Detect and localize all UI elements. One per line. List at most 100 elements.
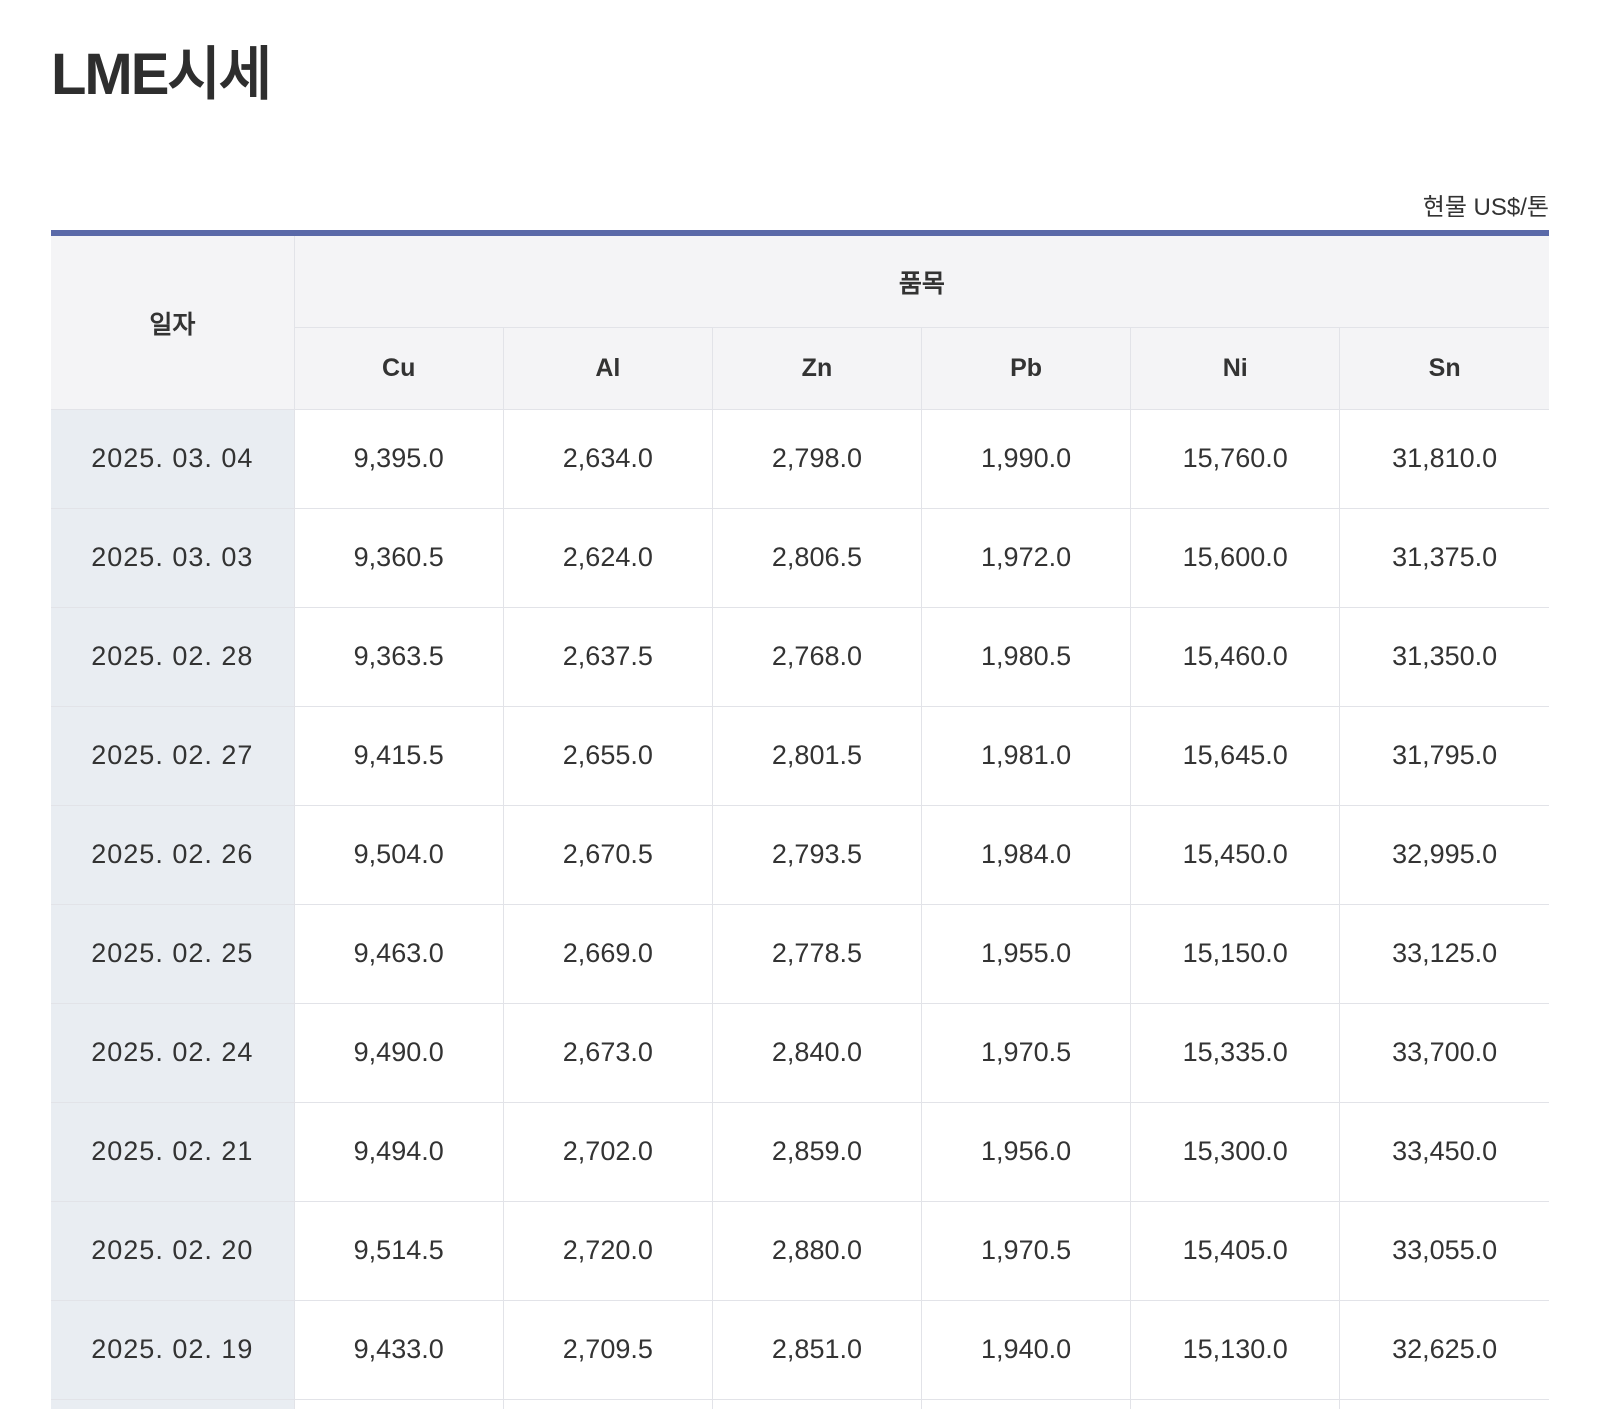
price-cell <box>711 1398 923 1409</box>
price-cell <box>921 1398 1132 1409</box>
table-row: 2025. 02. 19 9,433.0 2,709.5 2,851.0 1,9… <box>51 1299 1549 1400</box>
price-cell: 1,956.0 <box>921 1101 1132 1202</box>
date-column-header: 일자 <box>51 232 295 410</box>
date-cell: 2025. 02. 27 <box>51 705 295 806</box>
price-cell: 2,634.0 <box>502 408 713 509</box>
unit-label: 현물 US$/톤 <box>1422 193 1549 221</box>
price-cell: 1,981.0 <box>921 705 1132 806</box>
price-cell: 33,700.0 <box>1339 1002 1549 1103</box>
price-cell: 1,970.5 <box>921 1200 1132 1301</box>
price-cell: 2,798.0 <box>711 408 923 509</box>
date-cell: 2025. 03. 04 <box>51 408 295 509</box>
price-cell: 1,955.0 <box>921 903 1132 1004</box>
date-cell: 2025. 02. 19 <box>51 1299 295 1400</box>
price-cell: 9,363.5 <box>293 606 504 707</box>
price-cell: 1,972.0 <box>921 507 1132 608</box>
table-row: 2025. 02. 21 9,494.0 2,702.0 2,859.0 1,9… <box>51 1101 1549 1202</box>
date-cell: 2025. 03. 03 <box>51 507 295 608</box>
price-cell: 2,880.0 <box>711 1200 923 1301</box>
price-cell: 1,980.5 <box>921 606 1132 707</box>
price-cell: 2,655.0 <box>502 705 713 806</box>
table-row: 2025. 02. 28 9,363.5 2,637.5 2,768.0 1,9… <box>51 606 1549 707</box>
price-cell: 2,840.0 <box>711 1002 923 1103</box>
price-cell: 2,673.0 <box>502 1002 713 1103</box>
price-cell: 9,395.0 <box>293 408 504 509</box>
price-cell: 2,670.5 <box>502 804 713 905</box>
table-row: 2025. 02. 20 9,514.5 2,720.0 2,880.0 1,9… <box>51 1200 1549 1301</box>
price-cell: 2,637.5 <box>502 606 713 707</box>
price-cell: 9,433.0 <box>293 1299 504 1400</box>
price-cell: 2,624.0 <box>502 507 713 608</box>
price-cell: 2,709.5 <box>502 1299 713 1400</box>
price-cell: 9,415.5 <box>293 705 504 806</box>
price-cell: 15,335.0 <box>1130 1002 1341 1103</box>
lme-price-table: 일자 품목 Cu Al Zn Pb Ni Sn 2025. 03. 04 9,3… <box>51 230 1549 1409</box>
price-cell: 1,984.0 <box>921 804 1132 905</box>
date-cell: 2025. 02. 21 <box>51 1101 295 1202</box>
price-cell: 31,810.0 <box>1339 408 1549 509</box>
table-row <box>51 1398 1549 1409</box>
price-cell: 15,130.0 <box>1130 1299 1341 1400</box>
price-cell: 31,795.0 <box>1339 705 1549 806</box>
date-cell <box>51 1398 295 1409</box>
price-cell: 2,793.5 <box>711 804 923 905</box>
column-header-zn: Zn <box>711 326 923 410</box>
date-cell: 2025. 02. 24 <box>51 1002 295 1103</box>
price-cell: 2,669.0 <box>502 903 713 1004</box>
price-cell <box>1130 1398 1341 1409</box>
price-cell: 9,494.0 <box>293 1101 504 1202</box>
price-cell <box>502 1398 713 1409</box>
column-header-cu: Cu <box>294 326 504 410</box>
date-cell: 2025. 02. 20 <box>51 1200 295 1301</box>
column-header-sn: Sn <box>1339 326 1549 410</box>
table-row: 2025. 03. 04 9,395.0 2,634.0 2,798.0 1,9… <box>51 408 1549 509</box>
price-cell: 2,801.5 <box>711 705 923 806</box>
price-cell: 2,720.0 <box>502 1200 713 1301</box>
price-cell: 15,645.0 <box>1130 705 1341 806</box>
date-cell: 2025. 02. 25 <box>51 903 295 1004</box>
price-cell: 33,055.0 <box>1339 1200 1549 1301</box>
price-cell: 9,514.5 <box>293 1200 504 1301</box>
price-cell: 2,702.0 <box>502 1101 713 1202</box>
price-cell: 9,463.0 <box>293 903 504 1004</box>
date-cell: 2025. 02. 28 <box>51 606 295 707</box>
price-cell: 2,806.5 <box>711 507 923 608</box>
table-row: 2025. 03. 03 9,360.5 2,624.0 2,806.5 1,9… <box>51 507 1549 608</box>
price-cell: 31,350.0 <box>1339 606 1549 707</box>
price-cell: 1,990.0 <box>921 408 1132 509</box>
price-cell <box>293 1398 504 1409</box>
column-header-al: Al <box>502 326 713 410</box>
price-cell: 9,504.0 <box>293 804 504 905</box>
price-cell: 1,940.0 <box>921 1299 1132 1400</box>
price-cell: 33,125.0 <box>1339 903 1549 1004</box>
table-row: 2025. 02. 27 9,415.5 2,655.0 2,801.5 1,9… <box>51 705 1549 806</box>
price-cell: 15,760.0 <box>1130 408 1341 509</box>
price-cell: 15,150.0 <box>1130 903 1341 1004</box>
item-group-header: 품목 <box>293 232 1549 328</box>
price-cell: 15,405.0 <box>1130 1200 1341 1301</box>
table-row: 2025. 02. 24 9,490.0 2,673.0 2,840.0 1,9… <box>51 1002 1549 1103</box>
column-header-pb: Pb <box>921 326 1132 410</box>
page-title: LME시세 <box>51 42 272 107</box>
price-cell: 2,859.0 <box>711 1101 923 1202</box>
date-cell: 2025. 02. 26 <box>51 804 295 905</box>
price-cell: 15,600.0 <box>1130 507 1341 608</box>
price-cell: 2,851.0 <box>711 1299 923 1400</box>
price-cell: 15,450.0 <box>1130 804 1341 905</box>
price-cell: 31,375.0 <box>1339 507 1549 608</box>
price-cell: 15,460.0 <box>1130 606 1341 707</box>
price-cell <box>1339 1398 1549 1409</box>
price-cell: 32,625.0 <box>1339 1299 1549 1400</box>
price-cell: 9,360.5 <box>293 507 504 608</box>
price-cell: 2,778.5 <box>711 903 923 1004</box>
table-row: 2025. 02. 25 9,463.0 2,669.0 2,778.5 1,9… <box>51 903 1549 1004</box>
price-cell: 32,995.0 <box>1339 804 1549 905</box>
price-cell: 15,300.0 <box>1130 1101 1341 1202</box>
price-cell: 2,768.0 <box>711 606 923 707</box>
price-cell: 33,450.0 <box>1339 1101 1549 1202</box>
table-row: 2025. 02. 26 9,504.0 2,670.5 2,793.5 1,9… <box>51 804 1549 905</box>
column-header-ni: Ni <box>1130 326 1341 410</box>
price-cell: 1,970.5 <box>921 1002 1132 1103</box>
price-cell: 9,490.0 <box>293 1002 504 1103</box>
